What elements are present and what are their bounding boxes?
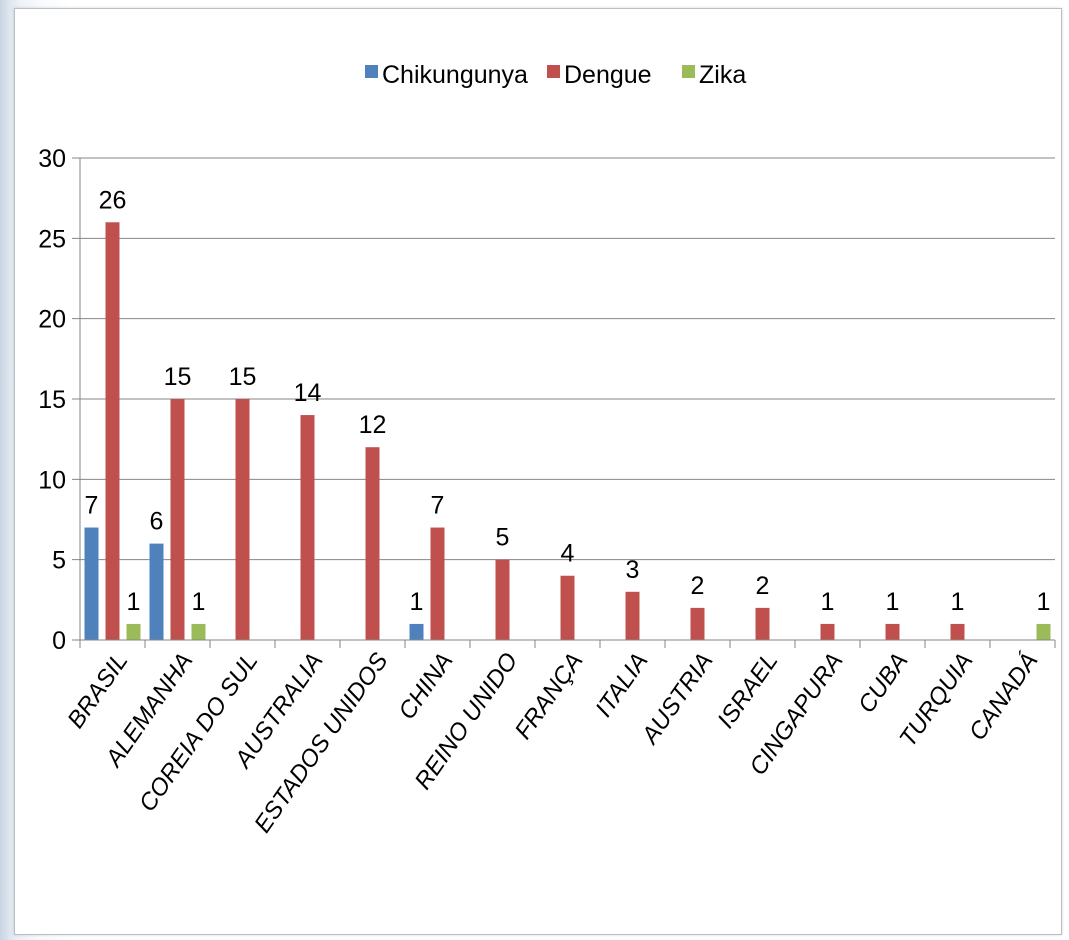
data-label: 2: [691, 572, 705, 600]
data-label: 1: [1037, 588, 1051, 616]
legend-label: Zika: [699, 61, 746, 89]
data-label: 1: [192, 588, 206, 616]
data-label: 3: [626, 556, 640, 584]
bar-zika: [126, 623, 141, 640]
gridlines: [72, 157, 1055, 561]
data-label: 7: [85, 492, 99, 520]
bar-dengue: [365, 447, 380, 640]
bar-dengue: [820, 623, 835, 640]
x-tick-label: CHINA: [393, 648, 458, 725]
y-tick-label: 25: [38, 225, 66, 253]
bar-chikungunya: [84, 527, 99, 640]
legend-label: Dengue: [564, 61, 652, 89]
axes: [72, 158, 1056, 648]
legend-label: Chikungunya: [382, 61, 528, 89]
y-tick-label: 0: [52, 627, 66, 655]
y-tick-labels: 0 5 10 15 20 25 30: [38, 145, 66, 655]
bar-zika: [1036, 623, 1051, 640]
bars: [84, 222, 1051, 640]
data-label: 7: [431, 492, 445, 520]
data-label: 6: [150, 508, 164, 536]
bar-chikungunya: [149, 543, 164, 640]
x-tick-label: ISRAEL: [712, 648, 783, 733]
y-tick-label: 5: [52, 547, 66, 575]
data-labels: 7 6 1 26 15 15 14 12 7 5 4 3 2 2 1 1 1 1 1 1: [85, 186, 1051, 616]
bar-dengue: [755, 607, 770, 640]
data-label: 1: [821, 588, 835, 616]
x-tick-label: ITALIA: [590, 648, 653, 722]
data-label: 15: [164, 363, 192, 391]
legend-swatch-chikungunya: [365, 65, 378, 78]
bar-dengue: [430, 527, 445, 640]
bar-dengue: [300, 415, 315, 640]
bar-dengue: [235, 399, 250, 640]
bar-dengue: [885, 623, 900, 640]
x-tick-label: CUBA: [853, 648, 913, 718]
data-label: 5: [496, 524, 510, 552]
bar-chikungunya: [409, 623, 424, 640]
data-label: 15: [229, 363, 257, 391]
data-label: 1: [410, 588, 424, 616]
y-tick-label: 30: [38, 145, 66, 173]
legend-swatch-zika: [682, 65, 695, 78]
bar-dengue: [560, 575, 575, 640]
chart-panel: [14, 8, 1062, 935]
data-label: 1: [127, 588, 141, 616]
bar-dengue: [170, 399, 185, 640]
bar-dengue: [495, 559, 510, 640]
data-label: 26: [99, 186, 127, 214]
bar-zika: [191, 623, 206, 640]
legend-swatch-dengue: [547, 65, 560, 78]
bar-dengue: [105, 222, 120, 640]
y-tick-label: 20: [38, 306, 66, 334]
data-label: 1: [951, 588, 965, 616]
data-label: 14: [294, 379, 322, 407]
bar-dengue: [950, 623, 965, 640]
bar-dengue: [690, 607, 705, 640]
x-tick-label: BRASIL: [62, 648, 133, 733]
legend: Chikungunya Dengue Zika: [365, 61, 746, 89]
bar-dengue: [625, 591, 640, 640]
y-tick-label: 10: [38, 466, 66, 494]
y-tick-label: 15: [38, 386, 66, 414]
data-label: 4: [561, 540, 575, 568]
x-tick-label: COREIA DO SUL: [134, 648, 263, 817]
data-label: 1: [886, 588, 900, 616]
data-label: 12: [359, 411, 387, 439]
data-label: 2: [756, 572, 770, 600]
